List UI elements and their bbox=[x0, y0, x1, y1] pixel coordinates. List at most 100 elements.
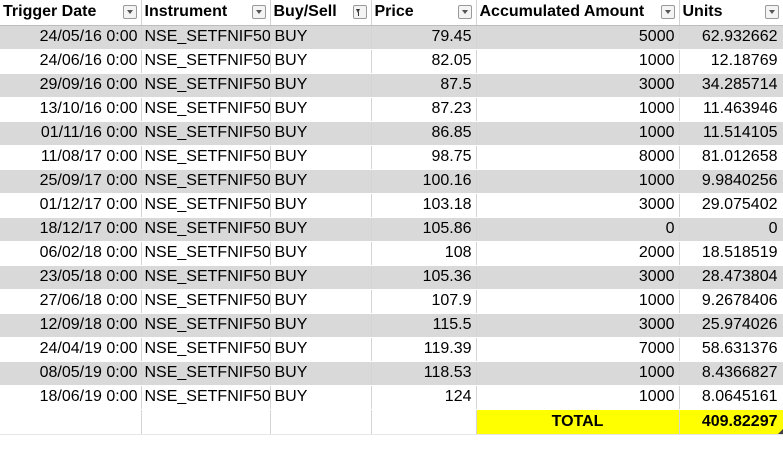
cell-instrument[interactable]: NSE_SETFNIF50 bbox=[141, 385, 271, 410]
empty-cell[interactable] bbox=[371, 408, 477, 435]
cell-units[interactable]: 18.518519 bbox=[679, 241, 783, 266]
cell-accumulated-amount[interactable]: 1000 bbox=[476, 121, 680, 146]
cell-trigger-date[interactable]: 06/02/18 0:00 bbox=[0, 241, 142, 266]
header-instrument[interactable]: Instrument bbox=[141, 0, 271, 26]
cell-accumulated-amount[interactable]: 3000 bbox=[476, 193, 680, 218]
cell-trigger-date[interactable]: 12/09/18 0:00 bbox=[0, 313, 142, 338]
cell-buy-sell[interactable]: BUY bbox=[270, 49, 372, 74]
header-trigger-date[interactable]: Trigger Date bbox=[0, 0, 142, 26]
cell-accumulated-amount[interactable]: 1000 bbox=[476, 97, 680, 122]
cell-buy-sell[interactable]: BUY bbox=[270, 193, 372, 218]
total-label-cell[interactable]: TOTAL bbox=[476, 408, 680, 435]
cell-units[interactable]: 9.2678406 bbox=[679, 289, 783, 314]
cell-buy-sell[interactable]: BUY bbox=[270, 385, 372, 410]
cell-trigger-date[interactable]: 27/06/18 0:00 bbox=[0, 289, 142, 314]
cell-price[interactable]: 118.53 bbox=[371, 361, 477, 386]
cell-trigger-date[interactable]: 08/05/19 0:00 bbox=[0, 361, 142, 386]
cell-buy-sell[interactable]: BUY bbox=[270, 97, 372, 122]
cell-buy-sell[interactable]: BUY bbox=[270, 145, 372, 170]
cell-price[interactable]: 87.5 bbox=[371, 73, 477, 98]
cell-price[interactable]: 87.23 bbox=[371, 97, 477, 122]
cell-buy-sell[interactable]: BUY bbox=[270, 121, 372, 146]
cell-trigger-date[interactable]: 13/10/16 0:00 bbox=[0, 97, 142, 122]
cell-instrument[interactable]: NSE_SETFNIF50 bbox=[141, 337, 271, 362]
cell-accumulated-amount[interactable]: 1000 bbox=[476, 169, 680, 194]
cell-accumulated-amount[interactable]: 1000 bbox=[476, 289, 680, 314]
header-buy-sell[interactable]: Buy/Sell bbox=[270, 0, 372, 26]
cell-instrument[interactable]: NSE_SETFNIF50 bbox=[141, 265, 271, 290]
cell-buy-sell[interactable]: BUY bbox=[270, 169, 372, 194]
cell-accumulated-amount[interactable]: 3000 bbox=[476, 313, 680, 338]
cell-trigger-date[interactable]: 29/09/16 0:00 bbox=[0, 73, 142, 98]
cell-price[interactable]: 124 bbox=[371, 385, 477, 410]
cell-instrument[interactable]: NSE_SETFNIF50 bbox=[141, 73, 271, 98]
cell-trigger-date[interactable]: 24/06/16 0:00 bbox=[0, 49, 142, 74]
fill-handle-icon[interactable] bbox=[777, 428, 782, 433]
cell-trigger-date[interactable]: 23/05/18 0:00 bbox=[0, 265, 142, 290]
cell-instrument[interactable]: NSE_SETFNIF50 bbox=[141, 145, 271, 170]
cell-units[interactable]: 8.0645161 bbox=[679, 385, 783, 410]
cell-trigger-date[interactable]: 18/06/19 0:00 bbox=[0, 385, 142, 410]
cell-price[interactable]: 107.9 bbox=[371, 289, 477, 314]
cell-buy-sell[interactable]: BUY bbox=[270, 289, 372, 314]
cell-buy-sell[interactable]: BUY bbox=[270, 361, 372, 386]
cell-instrument[interactable]: NSE_SETFNIF50 bbox=[141, 49, 271, 74]
header-units[interactable]: Units bbox=[679, 0, 783, 26]
cell-units[interactable]: 8.4366827 bbox=[679, 361, 783, 386]
filter-active-icon[interactable] bbox=[352, 5, 367, 19]
cell-instrument[interactable]: NSE_SETFNIF50 bbox=[141, 217, 271, 242]
empty-cell[interactable] bbox=[270, 408, 372, 435]
cell-price[interactable]: 108 bbox=[371, 241, 477, 266]
cell-accumulated-amount[interactable]: 1000 bbox=[476, 385, 680, 410]
empty-cell[interactable] bbox=[0, 408, 142, 435]
filter-dropdown-icon[interactable] bbox=[122, 5, 137, 19]
cell-accumulated-amount[interactable]: 1000 bbox=[476, 49, 680, 74]
cell-buy-sell[interactable]: BUY bbox=[270, 313, 372, 338]
cell-price[interactable]: 98.75 bbox=[371, 145, 477, 170]
cell-instrument[interactable]: NSE_SETFNIF50 bbox=[141, 313, 271, 338]
cell-accumulated-amount[interactable]: 3000 bbox=[476, 265, 680, 290]
cell-accumulated-amount[interactable]: 7000 bbox=[476, 337, 680, 362]
cell-units[interactable]: 12.18769 bbox=[679, 49, 783, 74]
cell-trigger-date[interactable]: 01/12/17 0:00 bbox=[0, 193, 142, 218]
cell-units[interactable]: 34.285714 bbox=[679, 73, 783, 98]
cell-price[interactable]: 86.85 bbox=[371, 121, 477, 146]
cell-buy-sell[interactable]: BUY bbox=[270, 337, 372, 362]
cell-units[interactable]: 58.631376 bbox=[679, 337, 783, 362]
cell-accumulated-amount[interactable]: 5000 bbox=[476, 25, 680, 50]
cell-instrument[interactable]: NSE_SETFNIF50 bbox=[141, 193, 271, 218]
cell-price[interactable]: 82.05 bbox=[371, 49, 477, 74]
filter-dropdown-icon[interactable] bbox=[251, 5, 266, 19]
filter-dropdown-icon[interactable] bbox=[660, 5, 675, 19]
cell-accumulated-amount[interactable]: 0 bbox=[476, 217, 680, 242]
cell-buy-sell[interactable]: BUY bbox=[270, 25, 372, 50]
empty-cell[interactable] bbox=[141, 408, 271, 435]
cell-units[interactable]: 62.932662 bbox=[679, 25, 783, 50]
filter-dropdown-icon[interactable] bbox=[457, 5, 472, 19]
cell-units[interactable]: 0 bbox=[679, 217, 783, 242]
cell-instrument[interactable]: NSE_SETFNIF50 bbox=[141, 97, 271, 122]
cell-accumulated-amount[interactable]: 1000 bbox=[476, 361, 680, 386]
header-accumulated-amount[interactable]: Accumulated Amount bbox=[476, 0, 680, 26]
cell-instrument[interactable]: NSE_SETFNIF50 bbox=[141, 121, 271, 146]
cell-price[interactable]: 79.45 bbox=[371, 25, 477, 50]
cell-instrument[interactable]: NSE_SETFNIF50 bbox=[141, 289, 271, 314]
cell-trigger-date[interactable]: 18/12/17 0:00 bbox=[0, 217, 142, 242]
cell-instrument[interactable]: NSE_SETFNIF50 bbox=[141, 361, 271, 386]
header-price[interactable]: Price bbox=[371, 0, 477, 26]
cell-trigger-date[interactable]: 24/05/16 0:00 bbox=[0, 25, 142, 50]
total-value-cell[interactable]: 409.82297 bbox=[679, 408, 783, 435]
cell-units[interactable]: 28.473804 bbox=[679, 265, 783, 290]
cell-price[interactable]: 100.16 bbox=[371, 169, 477, 194]
cell-buy-sell[interactable]: BUY bbox=[270, 241, 372, 266]
cell-units[interactable]: 25.974026 bbox=[679, 313, 783, 338]
cell-price[interactable]: 103.18 bbox=[371, 193, 477, 218]
cell-trigger-date[interactable]: 11/08/17 0:00 bbox=[0, 145, 142, 170]
cell-trigger-date[interactable]: 25/09/17 0:00 bbox=[0, 169, 142, 194]
cell-units[interactable]: 29.075402 bbox=[679, 193, 783, 218]
cell-trigger-date[interactable]: 01/11/16 0:00 bbox=[0, 121, 142, 146]
cell-accumulated-amount[interactable]: 2000 bbox=[476, 241, 680, 266]
cell-instrument[interactable]: NSE_SETFNIF50 bbox=[141, 169, 271, 194]
cell-accumulated-amount[interactable]: 3000 bbox=[476, 73, 680, 98]
cell-instrument[interactable]: NSE_SETFNIF50 bbox=[141, 25, 271, 50]
